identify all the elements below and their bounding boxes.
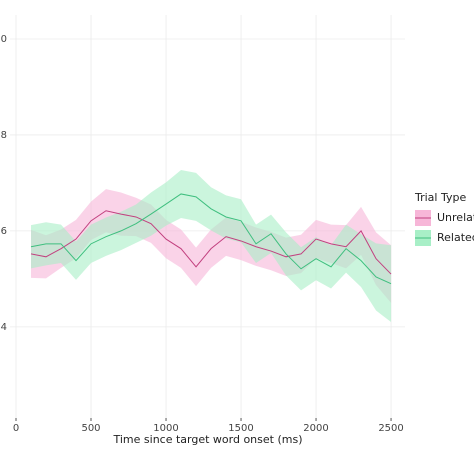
series-line xyxy=(30,193,392,285)
x-axis-title: Time since target word onset (ms) xyxy=(112,433,302,446)
legend-label: Related xyxy=(437,231,474,244)
x-tick-label: 500 xyxy=(81,423,100,434)
x-tick-label: 0 xyxy=(13,423,19,434)
x-tick-label: 2000 xyxy=(303,423,328,434)
series-line xyxy=(30,210,392,275)
y-tick-label: 0.6 xyxy=(0,226,7,237)
x-tick-label: 2500 xyxy=(378,423,403,434)
y-tick-label: 1.0 xyxy=(0,34,7,45)
x-tick-label: 1000 xyxy=(153,423,178,434)
y-tick-label: 0.4 xyxy=(0,322,7,333)
x-tick-label: 1500 xyxy=(228,423,253,434)
legend-label: Unrelated xyxy=(437,211,474,224)
y-tick-label: 0.8 xyxy=(0,130,7,141)
legend-title: Trial Type xyxy=(414,191,466,204)
ci-ribbon xyxy=(31,169,392,323)
